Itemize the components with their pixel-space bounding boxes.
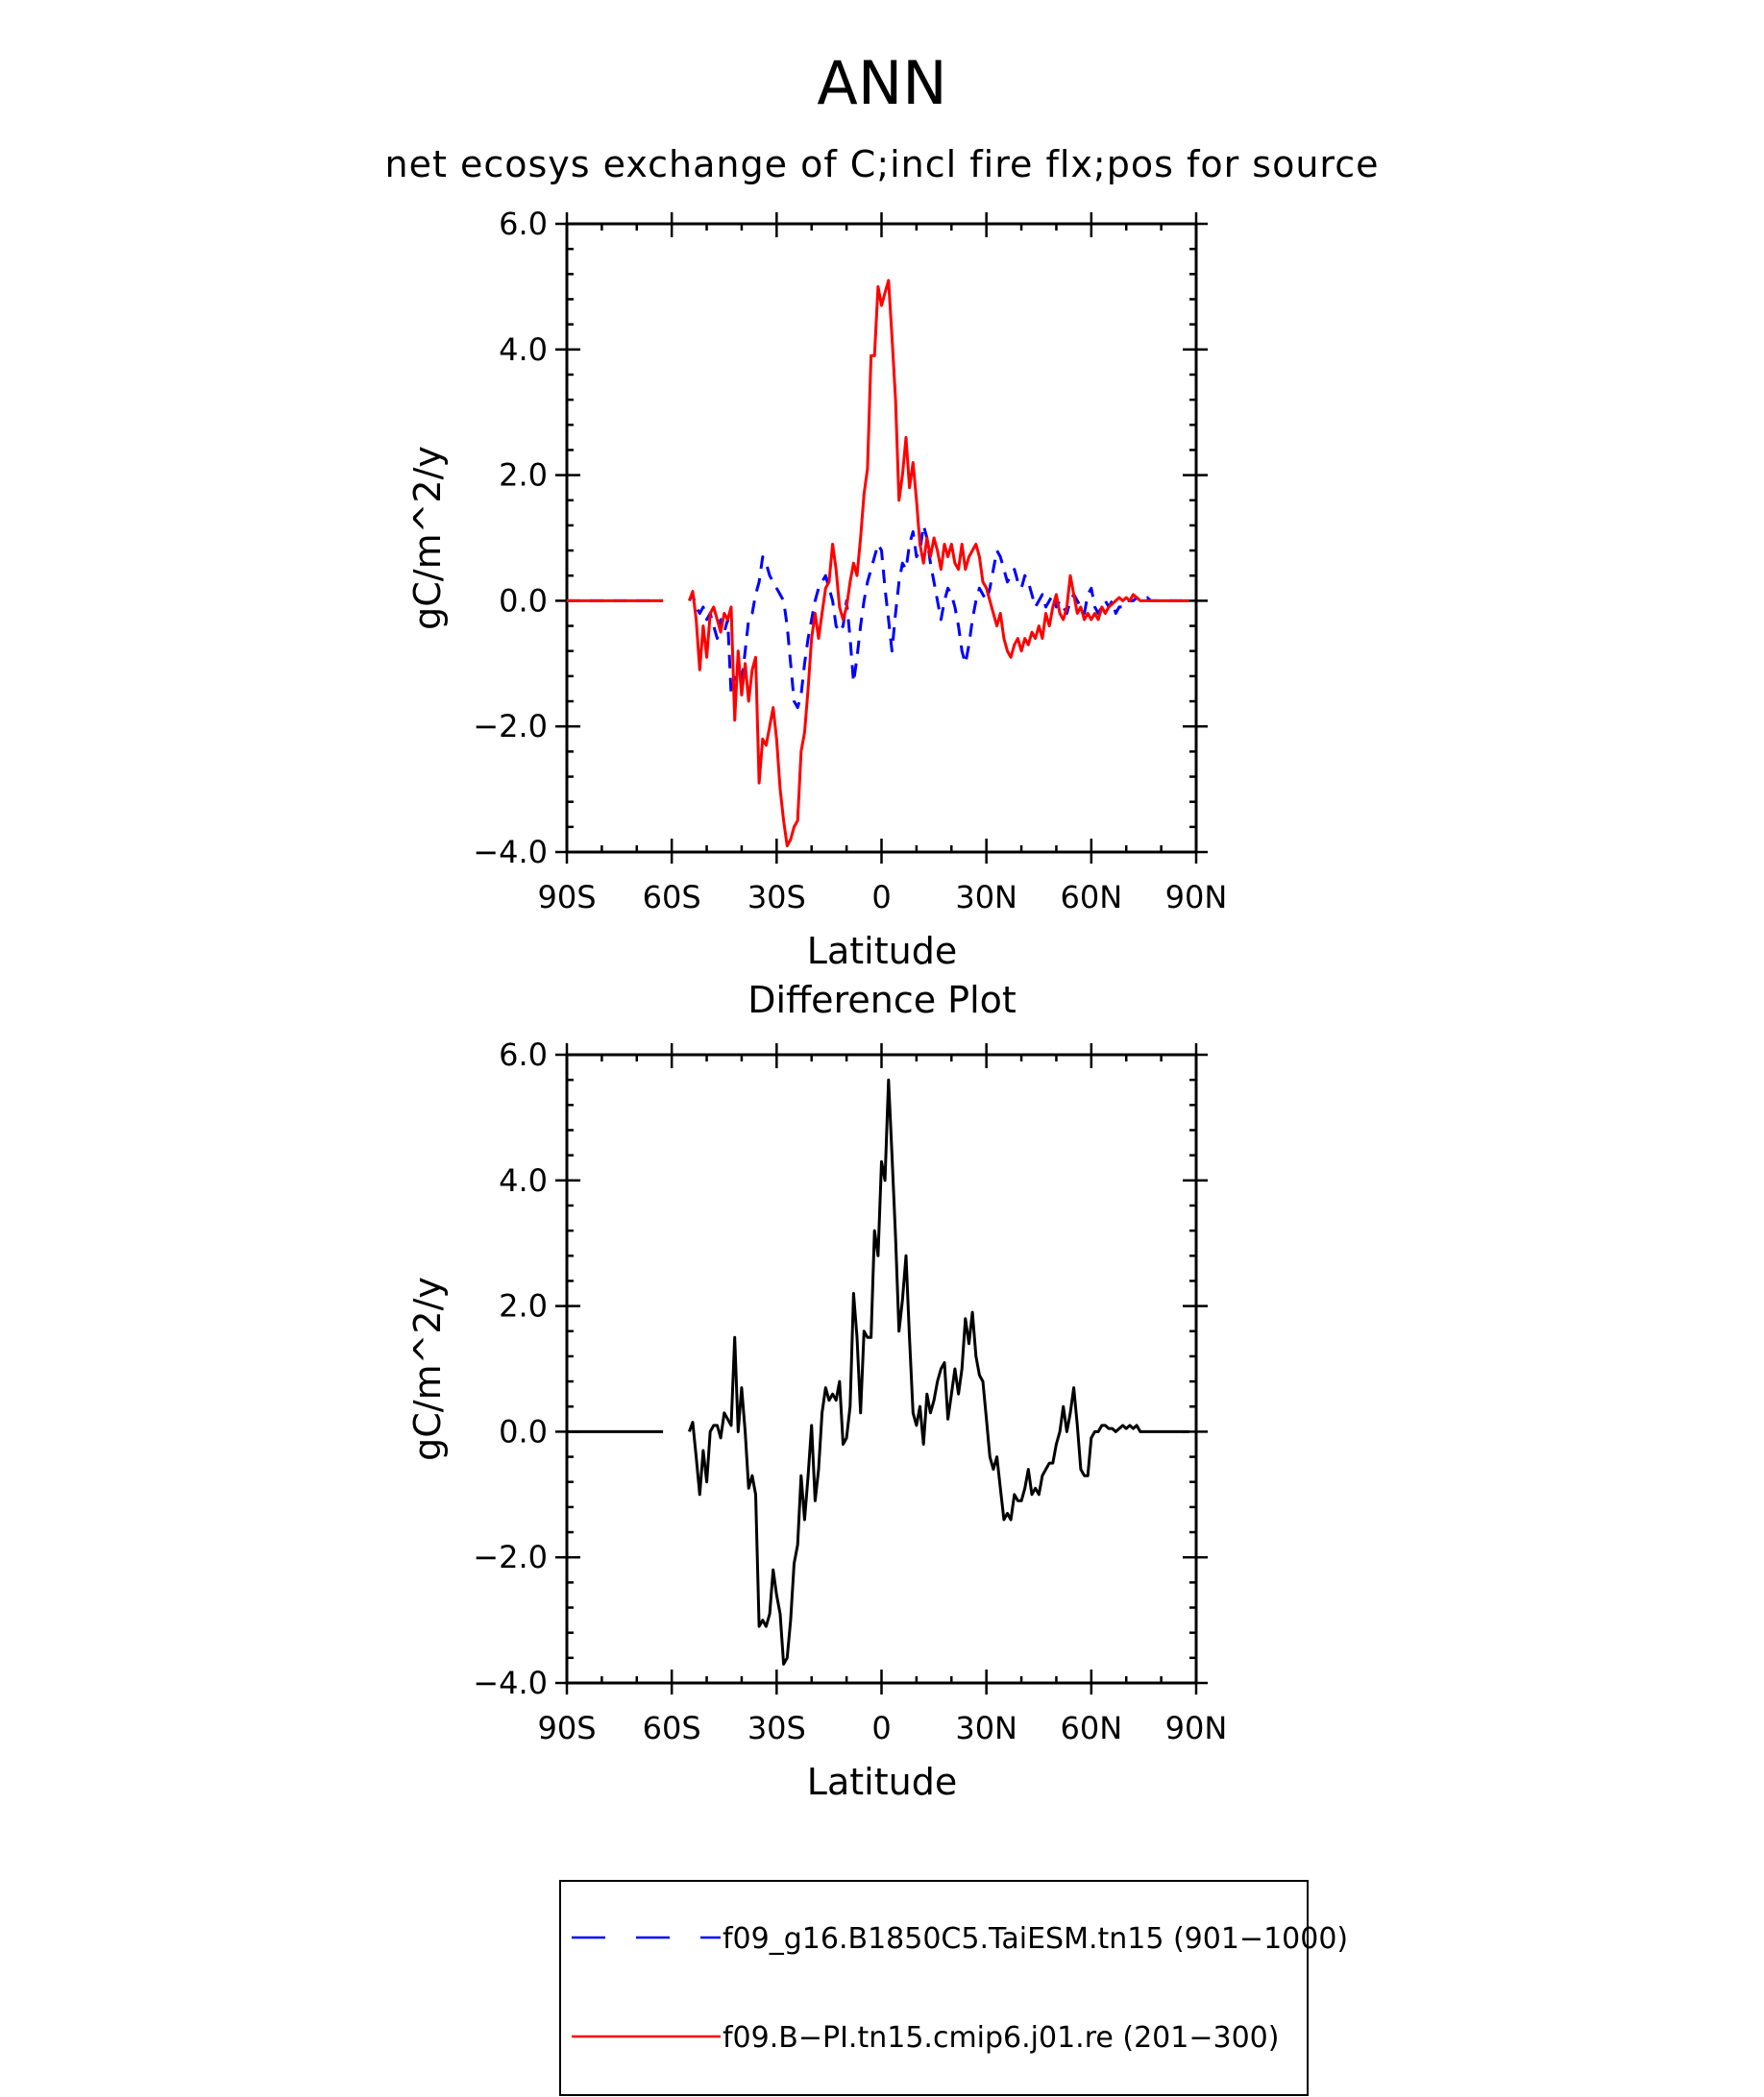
x-tick-label: 30N: [955, 1710, 1017, 1746]
legend: f09_g16.B1850C5.TaiESM.tn15 (901−1000) f…: [559, 1880, 1348, 2096]
y-tick-label: 0.0: [499, 1413, 548, 1450]
y-tick-label: 4.0: [499, 331, 548, 368]
x-tick-label: 0: [871, 1710, 891, 1746]
top-plot-frame: [565, 222, 1198, 854]
series-line-1: [687, 279, 1189, 847]
bottom-y-axis-label: gC/m^2/y: [406, 1277, 449, 1461]
series-line-0: [687, 1078, 1189, 1666]
x-tick-label: 90S: [537, 879, 596, 915]
x-tick-label: 60S: [643, 1710, 701, 1746]
top-x-axis-label: Latitude: [807, 930, 957, 972]
x-tick-label: 90N: [1165, 1710, 1228, 1746]
series-line-0: [688, 524, 1189, 710]
y-tick-label: −4.0: [473, 1665, 548, 1701]
x-tick-label: 90N: [1165, 879, 1228, 915]
bottom-panel: 90S 60S 30S 0 30N 60N 90N−4.0−2.00.02.04.06.0 …: [406, 1036, 1227, 1803]
x-tick-label: 90S: [537, 1710, 596, 1746]
y-tick-label: −4.0: [473, 834, 548, 870]
bottom-x-axis-label: Latitude: [807, 1761, 957, 1803]
y-tick-label: 0.0: [499, 582, 548, 619]
x-tick-label: 30N: [955, 879, 1017, 915]
x-tick-label: 30S: [747, 879, 806, 915]
y-tick-label: 2.0: [499, 457, 548, 494]
y-tick-label: −2.0: [473, 708, 548, 744]
legend-box: [559, 1880, 1309, 2096]
legend-label-blue: f09_g16.B1850C5.TaiESM.tn15 (901−1000): [723, 1922, 1348, 1956]
y-tick-label: 2.0: [499, 1288, 548, 1325]
chart-title: ANN: [817, 48, 946, 118]
x-tick-label: 0: [871, 879, 891, 915]
x-tick-label: 60N: [1061, 1710, 1123, 1746]
y-tick-label: 4.0: [499, 1162, 548, 1199]
x-tick-label: 30S: [747, 1710, 806, 1746]
legend-label-red: f09.B−PI.tn15.cmip6.j01.re (201−300): [723, 2021, 1279, 2055]
x-tick-label: 60N: [1061, 879, 1123, 915]
top-panel: 90S 60S 30S 0 30N 60N 90N−4.0−2.00.02.04.06.0 …: [406, 206, 1227, 972]
y-tick-label: 6.0: [499, 206, 548, 242]
chart-subtitle: net ecosys exchange of C;incl fire flx;p…: [385, 143, 1380, 185]
y-tick-label: 6.0: [499, 1036, 548, 1073]
y-tick-label: −2.0: [473, 1539, 548, 1575]
bottom-plot-frame: [565, 1053, 1198, 1685]
top-y-axis-label: gC/m^2/y: [406, 446, 449, 630]
difference-plot-title: Difference Plot: [747, 979, 1017, 1021]
x-tick-label: 60S: [643, 879, 701, 915]
